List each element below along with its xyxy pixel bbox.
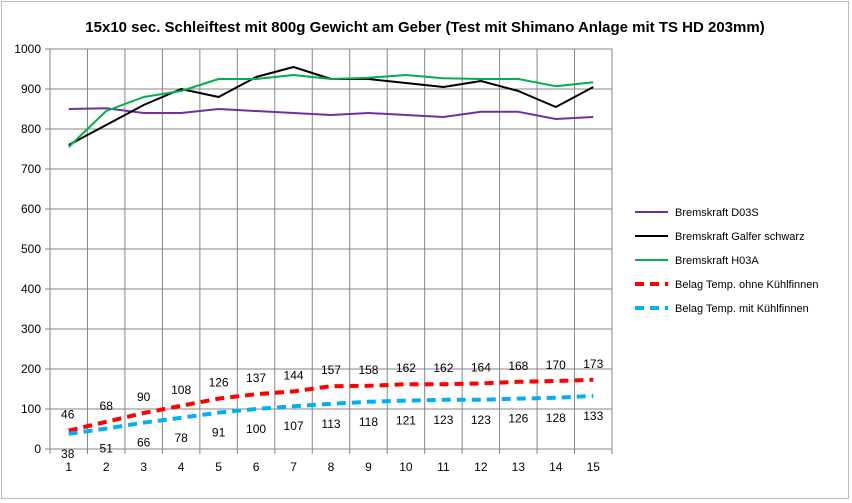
- data-label: 38: [61, 447, 75, 461]
- series-line-2: [68, 74, 594, 148]
- data-label: 162: [433, 361, 453, 375]
- legend-label: Belag Temp. ohne Kühlfinnen: [675, 279, 819, 291]
- series-line-3: [68, 377, 594, 433]
- legend-label: Bremskraft H03A: [675, 255, 759, 267]
- y-tick-label: 600: [21, 202, 41, 216]
- data-label: 118: [359, 415, 378, 429]
- x-tick-label: 10: [399, 460, 413, 474]
- data-label: 100: [246, 422, 266, 436]
- y-tick-label: 200: [21, 362, 41, 376]
- data-label: 126: [508, 412, 528, 426]
- data-label: 162: [396, 361, 416, 375]
- data-label: 164: [471, 360, 491, 374]
- chart-title: 15x10 sec. Schleiftest mit 800g Gewicht …: [85, 19, 764, 36]
- data-label: 46: [61, 408, 75, 422]
- data-label: 90: [137, 390, 151, 404]
- y-tick-label: 700: [21, 162, 41, 176]
- x-tick-label: 9: [365, 460, 372, 474]
- series-line-0: [68, 107, 594, 120]
- x-tick-label: 13: [512, 460, 526, 474]
- x-tick-label: 15: [587, 460, 601, 474]
- data-label: 168: [508, 359, 528, 373]
- y-tick-label: 100: [21, 402, 41, 416]
- data-label: 108: [171, 383, 191, 397]
- data-label: 144: [284, 368, 304, 382]
- x-tick-label: 3: [140, 460, 147, 474]
- x-tick-label: 4: [178, 460, 185, 474]
- data-label: 51: [100, 442, 114, 456]
- x-tick-label: 14: [549, 460, 563, 474]
- data-label: 78: [174, 431, 188, 445]
- x-tick-label: 1: [65, 460, 72, 474]
- y-tick-label: 1000: [14, 42, 41, 56]
- data-label: 121: [396, 414, 416, 428]
- y-tick-label: 500: [21, 242, 41, 256]
- x-tick-label: 8: [328, 460, 335, 474]
- y-tick-label: 800: [21, 122, 41, 136]
- data-label: 126: [209, 376, 229, 390]
- data-label: 66: [137, 436, 151, 450]
- series-line-4: [68, 393, 594, 436]
- y-tick-label: 0: [34, 442, 41, 456]
- y-tick-label: 400: [21, 282, 41, 296]
- data-label: 107: [284, 419, 304, 433]
- data-label: 68: [100, 399, 114, 413]
- data-label: 170: [546, 358, 566, 372]
- legend: Bremskraft D03S Bremskraft Galfer schwarz…: [635, 207, 819, 315]
- data-label: 123: [471, 413, 491, 427]
- y-tick-label: 300: [21, 322, 41, 336]
- data-label: 157: [321, 363, 341, 377]
- legend-label: Bremskraft Galfer schwarz: [675, 231, 805, 243]
- x-tick-label: 6: [253, 460, 260, 474]
- data-label: 137: [246, 371, 266, 385]
- data-label: 91: [212, 426, 226, 440]
- data-label: 173: [583, 357, 603, 371]
- x-tick-label: 5: [215, 460, 222, 474]
- legend-label: Bremskraft D03S: [675, 207, 759, 219]
- data-label: 123: [433, 413, 453, 427]
- data-label: 113: [321, 417, 340, 431]
- legend-label: Belag Temp. mit Kühlfinnen: [675, 303, 809, 315]
- x-tick-label: 2: [103, 460, 110, 474]
- x-tick-label: 7: [290, 460, 297, 474]
- data-label: 128: [546, 411, 566, 425]
- x-tick-label: 12: [474, 460, 488, 474]
- data-label: 133: [583, 409, 603, 423]
- x-tick-label: 11: [437, 460, 450, 474]
- y-tick-label: 900: [21, 82, 41, 96]
- data-label: 158: [358, 363, 378, 377]
